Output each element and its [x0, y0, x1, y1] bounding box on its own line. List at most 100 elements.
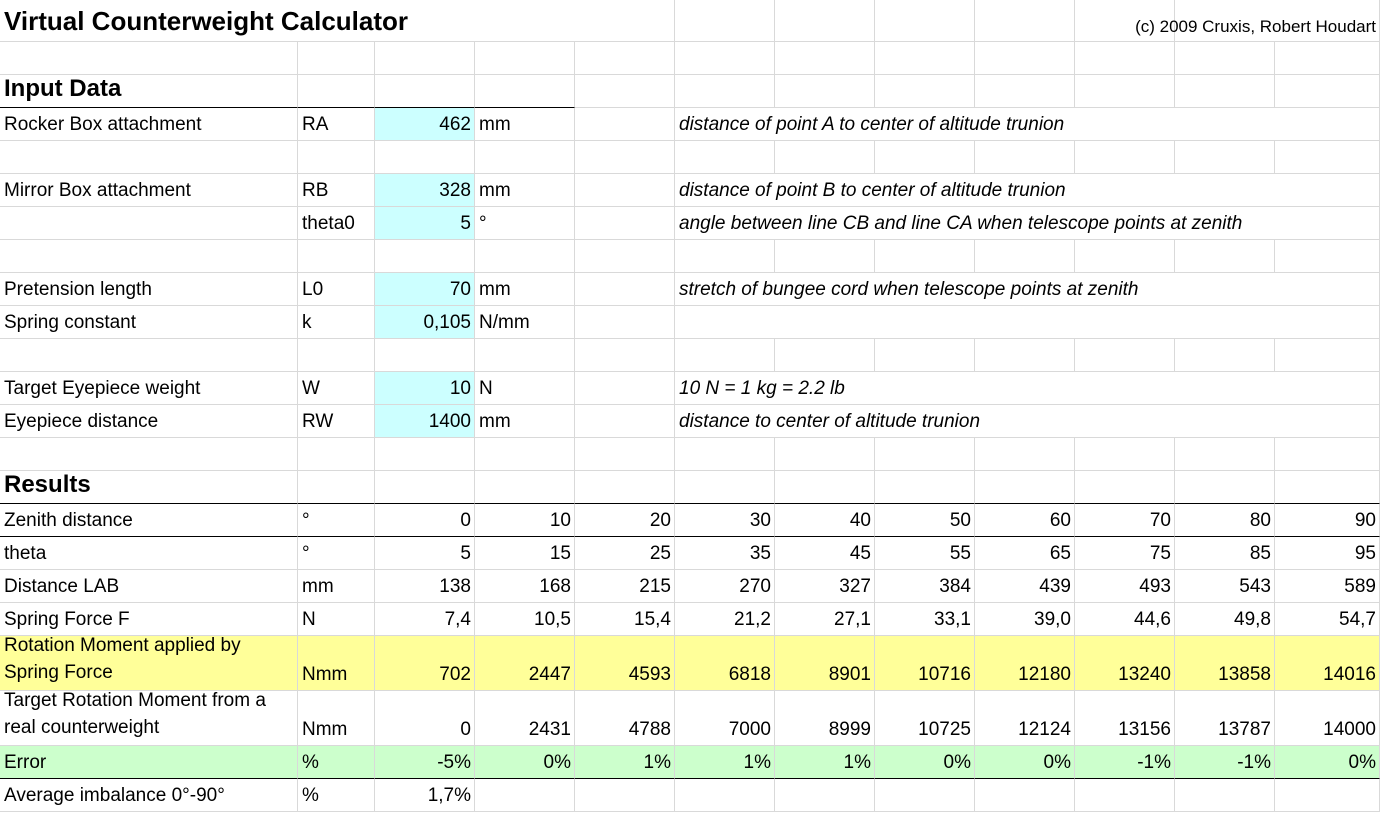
empty-cell[interactable]	[575, 471, 675, 504]
result-unit[interactable]: Nmm	[298, 636, 375, 691]
input-unit[interactable]: °	[475, 207, 575, 240]
result-value[interactable]: 384	[875, 570, 975, 603]
empty-cell[interactable]	[575, 405, 675, 438]
empty-cell[interactable]	[575, 273, 675, 306]
result-value[interactable]: 6818	[675, 636, 775, 691]
result-value[interactable]: 4788	[575, 691, 675, 746]
empty-cell[interactable]	[1175, 141, 1275, 174]
empty-cell[interactable]	[1075, 471, 1175, 504]
result-value[interactable]: 1%	[775, 746, 875, 779]
result-value[interactable]: 12180	[975, 636, 1075, 691]
input-symbol[interactable]: theta0	[298, 207, 375, 240]
result-value[interactable]: 702	[375, 636, 475, 691]
empty-cell[interactable]	[775, 438, 875, 471]
empty-cell[interactable]	[1175, 75, 1275, 108]
result-value[interactable]: 138	[375, 570, 475, 603]
empty-cell[interactable]	[1075, 0, 1175, 42]
empty-cell[interactable]	[0, 42, 298, 75]
empty-cell[interactable]	[575, 306, 675, 339]
empty-cell[interactable]	[1275, 42, 1380, 75]
empty-cell[interactable]	[575, 240, 675, 273]
empty-cell[interactable]	[1075, 75, 1175, 108]
result-value[interactable]: 14016	[1275, 636, 1380, 691]
input-value-field[interactable]: 1400	[375, 405, 475, 438]
result-label[interactable]: Distance LAB	[0, 570, 298, 603]
empty-cell[interactable]	[575, 372, 675, 405]
empty-cell[interactable]	[1275, 438, 1380, 471]
input-data-heading[interactable]: Input Data	[0, 75, 298, 108]
result-value[interactable]: -5%	[375, 746, 475, 779]
empty-cell[interactable]	[675, 42, 775, 75]
empty-cell[interactable]	[1075, 42, 1175, 75]
empty-cell[interactable]	[375, 75, 475, 108]
result-label[interactable]: Spring Force F	[0, 603, 298, 636]
empty-cell[interactable]	[575, 174, 675, 207]
input-unit[interactable]: mm	[475, 174, 575, 207]
result-value[interactable]: 270	[675, 570, 775, 603]
result-value[interactable]: 65	[975, 537, 1075, 570]
empty-cell[interactable]	[1175, 779, 1275, 812]
input-symbol[interactable]: W	[298, 372, 375, 405]
empty-cell[interactable]	[675, 240, 775, 273]
result-value[interactable]: 1,7%	[375, 779, 475, 812]
result-label[interactable]: theta	[0, 537, 298, 570]
input-symbol[interactable]: RB	[298, 174, 375, 207]
result-value[interactable]: 7000	[675, 691, 775, 746]
empty-cell[interactable]	[0, 339, 298, 372]
result-value[interactable]: 35	[675, 537, 775, 570]
result-value[interactable]: 10716	[875, 636, 975, 691]
empty-cell[interactable]	[575, 207, 675, 240]
result-value[interactable]: 13787	[1175, 691, 1275, 746]
empty-cell[interactable]	[975, 42, 1075, 75]
empty-cell[interactable]	[875, 240, 975, 273]
result-value[interactable]: 80	[1175, 504, 1275, 537]
result-value[interactable]: 2447	[475, 636, 575, 691]
result-value[interactable]: 0	[375, 504, 475, 537]
empty-cell[interactable]	[775, 75, 875, 108]
input-note[interactable]: distance to center of altitude trunion	[675, 405, 1380, 438]
result-value[interactable]: 21,2	[675, 603, 775, 636]
result-value[interactable]: 493	[1075, 570, 1175, 603]
empty-cell[interactable]	[575, 438, 675, 471]
empty-cell[interactable]	[475, 438, 575, 471]
empty-cell[interactable]	[475, 141, 575, 174]
result-value[interactable]: 54,7	[1275, 603, 1380, 636]
result-value[interactable]: 10,5	[475, 603, 575, 636]
empty-cell[interactable]	[575, 75, 675, 108]
empty-cell[interactable]	[675, 438, 775, 471]
result-label[interactable]: Rotation Moment applied by Spring Force	[0, 635, 298, 691]
result-unit[interactable]: %	[298, 746, 375, 779]
result-value[interactable]: 13156	[1075, 691, 1175, 746]
result-value[interactable]: 4593	[575, 636, 675, 691]
empty-cell[interactable]	[1275, 779, 1380, 812]
empty-cell[interactable]	[475, 471, 575, 504]
empty-cell[interactable]	[298, 438, 375, 471]
result-value[interactable]: 7,4	[375, 603, 475, 636]
result-value[interactable]: 168	[475, 570, 575, 603]
empty-cell[interactable]	[575, 141, 675, 174]
empty-cell[interactable]	[575, 42, 675, 75]
result-value[interactable]: 5	[375, 537, 475, 570]
result-value[interactable]: 55	[875, 537, 975, 570]
result-value[interactable]: 33,1	[875, 603, 975, 636]
empty-cell[interactable]	[1175, 42, 1275, 75]
result-value[interactable]: 1%	[675, 746, 775, 779]
input-symbol[interactable]: RW	[298, 405, 375, 438]
empty-cell[interactable]	[975, 471, 1075, 504]
result-value[interactable]: 439	[975, 570, 1075, 603]
input-unit[interactable]: mm	[475, 405, 575, 438]
result-value[interactable]: 0%	[975, 746, 1075, 779]
empty-cell[interactable]	[775, 42, 875, 75]
empty-cell[interactable]	[0, 438, 298, 471]
empty-cell[interactable]	[875, 339, 975, 372]
empty-cell[interactable]	[1075, 240, 1175, 273]
result-value[interactable]: 0%	[875, 746, 975, 779]
empty-cell[interactable]	[975, 75, 1075, 108]
result-value[interactable]: 39,0	[975, 603, 1075, 636]
result-value[interactable]: 90	[1275, 504, 1380, 537]
result-label[interactable]: Zenith distance	[0, 504, 298, 537]
result-unit[interactable]: N	[298, 603, 375, 636]
empty-cell[interactable]	[875, 75, 975, 108]
result-unit[interactable]: °	[298, 504, 375, 537]
result-value[interactable]: 70	[1075, 504, 1175, 537]
